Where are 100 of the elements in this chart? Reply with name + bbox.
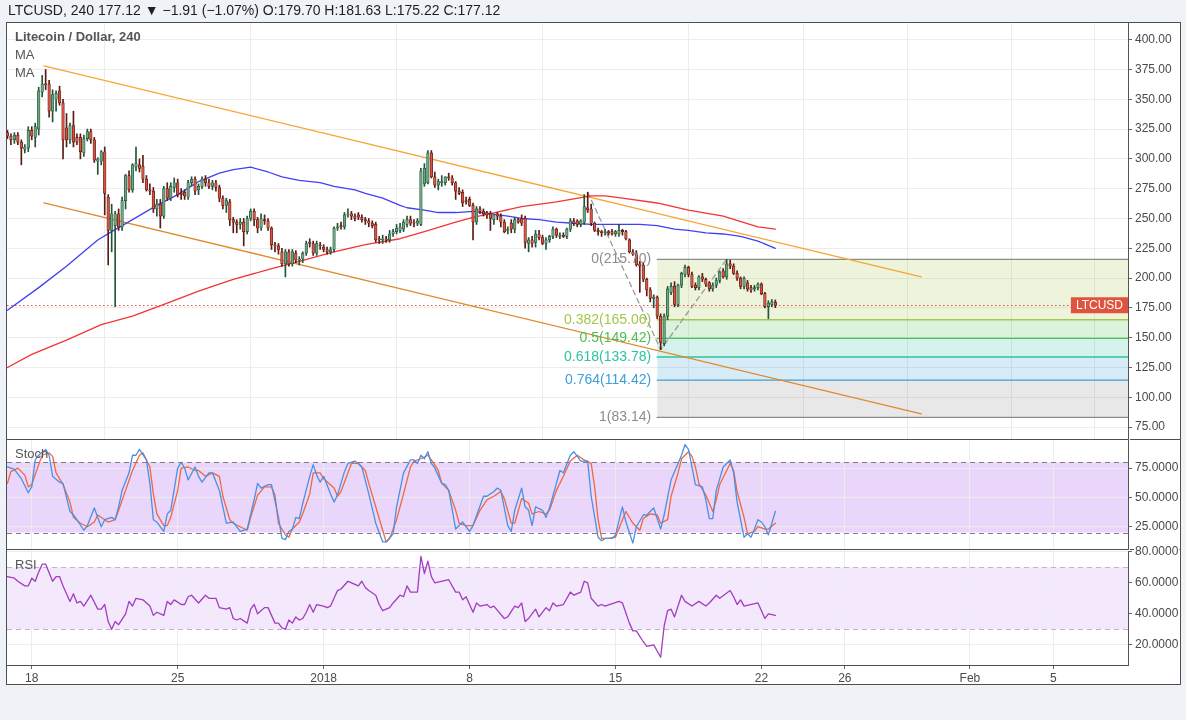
candlestick xyxy=(200,176,204,190)
candlestick xyxy=(30,126,34,141)
x-tick-label: 26 xyxy=(838,670,852,685)
candlestick xyxy=(374,221,378,243)
candlestick xyxy=(742,276,746,290)
candlestick xyxy=(165,182,169,201)
y-tick-label: 350.00 xyxy=(1135,91,1173,106)
candlestick xyxy=(249,208,253,222)
text: Litecoin / Dollar, 240 xyxy=(15,28,141,46)
candlestick xyxy=(707,281,711,292)
series-label: 0.382(165.06) xyxy=(564,310,652,327)
candlestick xyxy=(412,219,416,228)
candlestick xyxy=(436,178,440,191)
chart-title: LTCUSD, 240 177.12 ▼ −1.91 (−1.07%) O:179.70 H:181.63 L:175.22 C:177.12 xyxy=(8,1,501,20)
candlestick xyxy=(68,122,72,144)
series-label: 0.764(114.42) xyxy=(565,370,652,387)
y-tick-label: 150.00 xyxy=(1135,329,1173,344)
candlestick xyxy=(384,236,388,243)
y-tick-label: 375.00 xyxy=(1135,61,1173,76)
candlestick xyxy=(752,284,757,292)
y-tick-label: 80.0000 xyxy=(1135,544,1179,559)
y-tick-label: 75.0000 xyxy=(1135,460,1179,475)
y-tick-label: 25.0000 xyxy=(1135,519,1179,534)
x-tick-label: 2018 xyxy=(310,670,338,685)
candlestick xyxy=(544,237,548,250)
candlestick xyxy=(575,219,579,228)
y-tick-label: 75.00 xyxy=(1135,419,1166,434)
candlestick xyxy=(381,234,385,244)
annotation: MA xyxy=(15,46,36,64)
x-tick-label: 25 xyxy=(171,670,185,685)
candlestick xyxy=(554,227,559,238)
candlestick xyxy=(572,218,576,226)
x-tick-label: 18 xyxy=(25,670,39,685)
candlestick xyxy=(242,218,246,247)
y-tick-label: 40.0000 xyxy=(1135,606,1179,621)
candlestick xyxy=(339,221,343,230)
candlestick xyxy=(259,213,263,231)
candlestick xyxy=(714,277,718,288)
candlestick xyxy=(516,218,520,224)
candlestick xyxy=(690,271,694,288)
candlestick xyxy=(127,170,131,193)
x-tick-label: Feb xyxy=(959,670,981,685)
candlestick xyxy=(700,272,704,282)
candlestick xyxy=(235,219,239,234)
candlestick xyxy=(429,150,433,179)
candlestick xyxy=(193,176,197,195)
candlestick xyxy=(169,182,173,201)
y-tick-label: 50.0000 xyxy=(1135,489,1179,504)
candlestick xyxy=(485,211,489,219)
candlestick xyxy=(617,224,621,237)
series-label: 1(83.14) xyxy=(599,408,652,425)
candlestick xyxy=(593,221,597,232)
candlestick xyxy=(513,216,517,234)
candlestick xyxy=(176,178,180,198)
candlestick xyxy=(606,230,611,236)
y-tick-label: 100.00 xyxy=(1135,389,1173,404)
candlestick xyxy=(332,226,336,253)
y-tick-label: 400.00 xyxy=(1135,32,1173,46)
y-tick-label: 125.00 xyxy=(1135,359,1173,374)
candlestick xyxy=(551,226,555,240)
y-tick-label: 325.00 xyxy=(1135,121,1173,136)
y-tick-label: 20.0000 xyxy=(1135,637,1179,652)
candlestick xyxy=(721,268,725,279)
candlestick xyxy=(603,228,607,236)
candlestick xyxy=(495,212,499,221)
y-tick-label: 200.00 xyxy=(1135,270,1173,285)
candlestick xyxy=(50,89,55,123)
candlestick xyxy=(419,168,423,226)
candlestick xyxy=(280,247,284,267)
candlestick xyxy=(311,240,315,256)
candlestick xyxy=(471,202,475,241)
y-tick-label: 175.00 xyxy=(1135,300,1173,315)
candlestick xyxy=(54,90,58,112)
candlestick xyxy=(610,228,614,236)
candlestick xyxy=(207,178,211,190)
candlestick xyxy=(443,176,447,186)
candlestick xyxy=(405,215,409,228)
candlestick xyxy=(151,187,155,213)
x-tick-label: 8 xyxy=(466,670,474,685)
x-tick-label: 5 xyxy=(1049,670,1057,685)
candlestick xyxy=(506,226,510,235)
series-label: 0.618(133.78) xyxy=(564,347,652,364)
candlestick xyxy=(652,294,656,309)
x-tick-label: 15 xyxy=(608,670,623,685)
candlestick xyxy=(624,230,628,241)
candlestick xyxy=(582,194,586,225)
y-tick-label: 275.00 xyxy=(1135,181,1173,195)
candlestick xyxy=(749,284,753,293)
annotation: RSI xyxy=(15,556,37,574)
candlestick xyxy=(756,282,760,291)
y-tick-label: 225.00 xyxy=(1135,240,1173,255)
candlestick xyxy=(561,232,565,238)
y-tick-label: 300.00 xyxy=(1135,151,1173,166)
candlestick xyxy=(297,256,301,266)
candlestick xyxy=(33,122,37,148)
candlestick xyxy=(537,230,541,241)
y-tick-label: 250.00 xyxy=(1135,210,1173,225)
y-tick-label: 60.0000 xyxy=(1135,575,1179,590)
candlestick xyxy=(509,219,513,234)
candlestick xyxy=(162,185,166,219)
